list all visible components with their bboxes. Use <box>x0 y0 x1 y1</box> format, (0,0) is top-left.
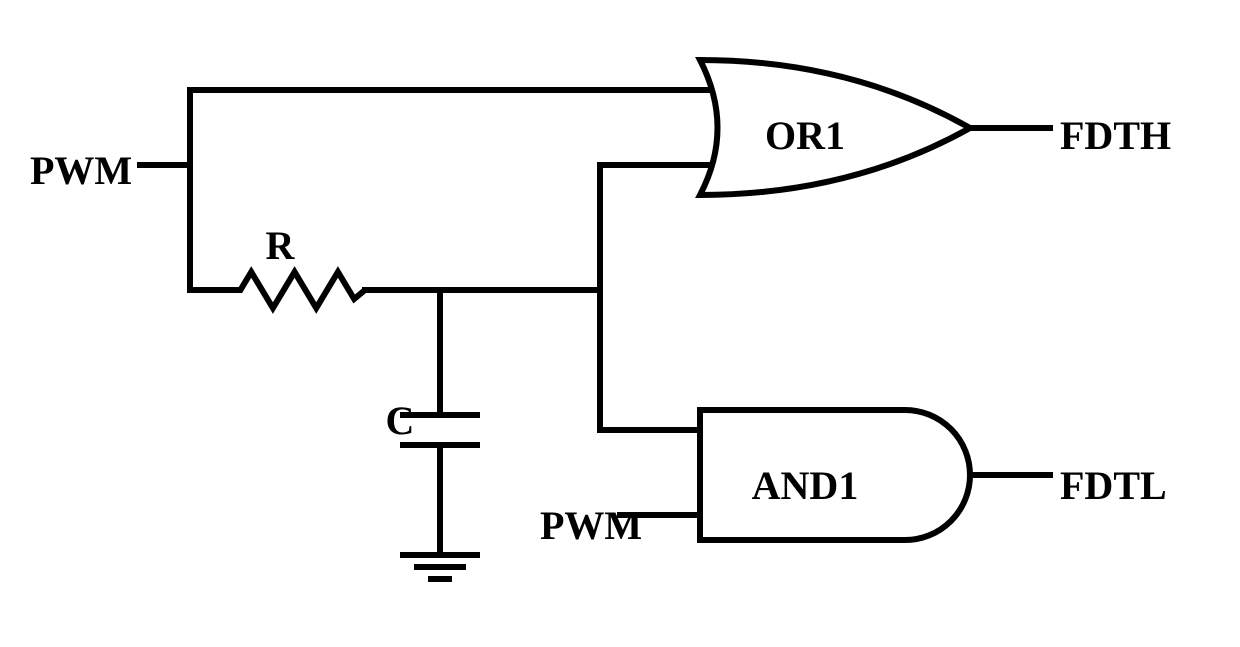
label-pwm_and: PWM <box>540 503 642 548</box>
label-pwm_in: PWM <box>30 148 132 193</box>
label-fdth: FDTH <box>1060 113 1171 158</box>
label-c: C <box>386 398 415 443</box>
label-or1: OR1 <box>765 113 845 158</box>
label-and1: AND1 <box>752 463 859 508</box>
wire-to-or-top <box>190 90 718 165</box>
wire-to-and-top <box>600 290 700 430</box>
circuit-diagram: PWM R C OR1 AND1 PWM FDTH FDTL <box>0 0 1240 647</box>
label-fdtl: FDTL <box>1060 463 1167 508</box>
label-r: R <box>266 223 296 268</box>
resistor <box>235 272 365 308</box>
